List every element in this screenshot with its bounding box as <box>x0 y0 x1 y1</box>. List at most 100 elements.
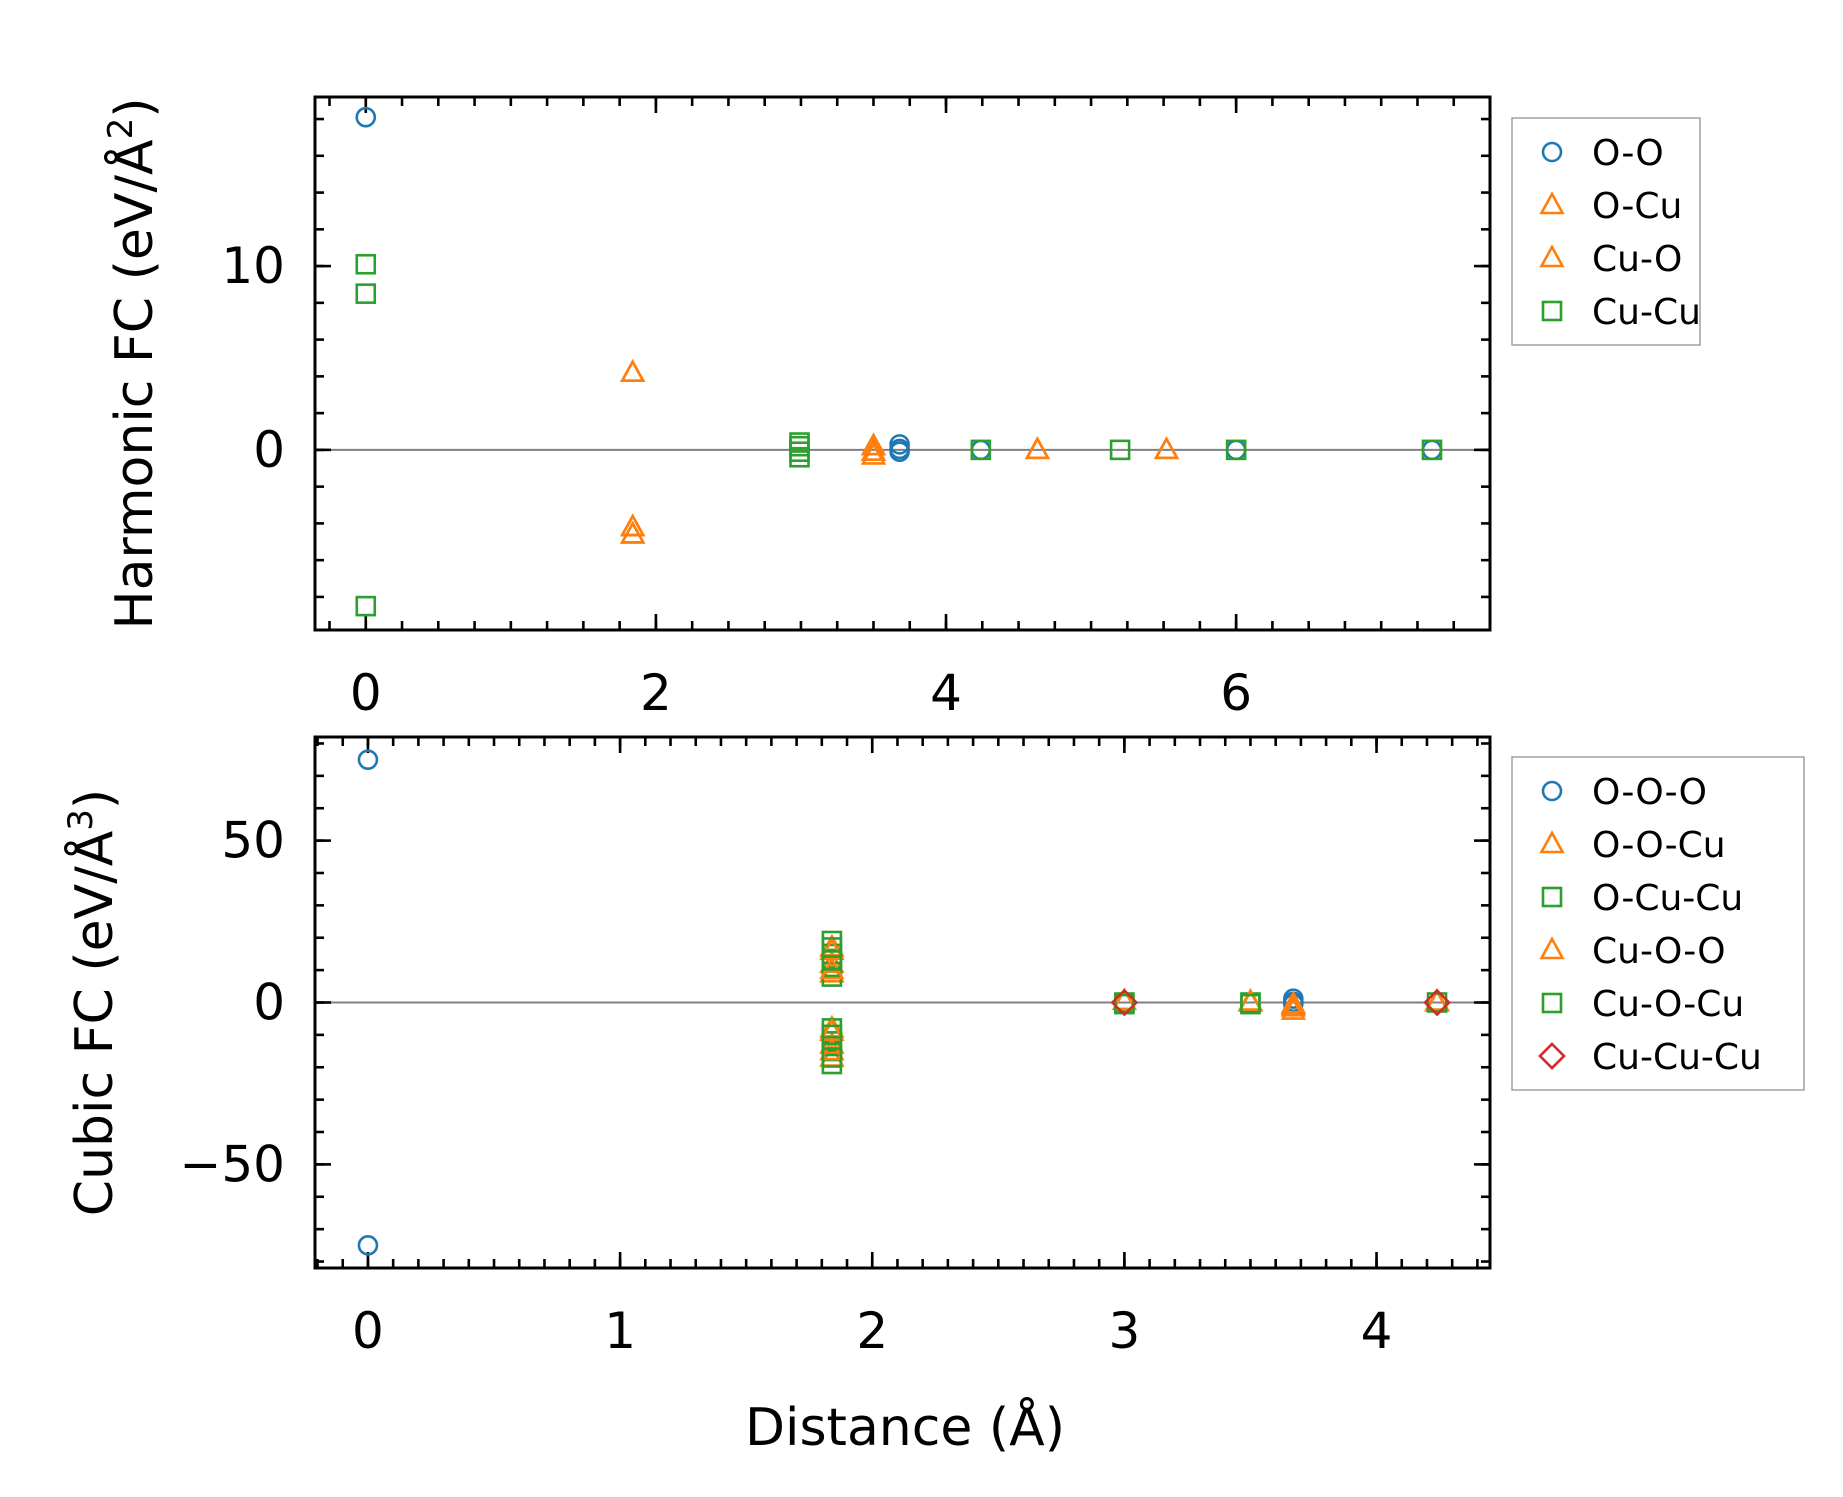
legend-label: Cu-Cu <box>1592 292 1701 333</box>
data-point <box>357 749 379 770</box>
x-tick-label: 4 <box>930 664 962 722</box>
cubic-fc-panel: 0 1 2 3 4 −50 0 50 Cubic FC (eV/Å3) Distance (Å) O… <box>61 735 1805 1458</box>
data-point <box>789 446 810 468</box>
data-point <box>889 441 910 463</box>
data-point <box>1424 987 1450 1011</box>
legend: O-O-O O-O-Cu O-Cu-Cu Cu-O-O Cu-O-Cu Cu-Cu-Cu <box>1511 756 1805 1091</box>
legend-marker <box>1539 191 1565 215</box>
legend-label: Cu-O-Cu <box>1592 984 1744 1025</box>
data-point <box>1421 439 1443 461</box>
legend-label: O-O <box>1592 133 1664 174</box>
legend-item: O-O-O <box>1541 772 1707 813</box>
legend-item: O-Cu <box>1539 186 1682 227</box>
y-axis-label-close: ) <box>65 789 125 809</box>
data-point <box>1237 987 1264 1011</box>
data-point <box>821 1024 843 1046</box>
data-point <box>1024 436 1051 460</box>
legend-label: Cu-Cu-Cu <box>1592 1037 1762 1078</box>
x-tick-label: 2 <box>640 664 672 722</box>
y-tick-label: 10 <box>221 237 285 295</box>
data-point <box>355 253 377 275</box>
x-tick-label: 1 <box>604 1302 636 1360</box>
legend-item: Cu-O-Cu <box>1541 984 1744 1025</box>
legend-label: O-Cu-Cu <box>1592 878 1743 919</box>
series-cu-cu <box>355 253 1443 617</box>
data-point <box>1153 436 1180 460</box>
legend-item: Cu-Cu <box>1541 292 1701 333</box>
data-point <box>1024 436 1051 460</box>
legend: O-O O-Cu Cu-O Cu-Cu <box>1511 117 1701 346</box>
y-axis-label-main: Harmonic FC (eV/Å <box>103 139 165 630</box>
legend-marker <box>1541 141 1563 163</box>
legend-label: Cu-O <box>1592 239 1682 280</box>
data-point <box>1426 992 1448 1013</box>
legend-item: O-Cu-Cu <box>1541 878 1743 919</box>
data-point <box>821 937 843 958</box>
y-axis-label-close: ) <box>105 97 165 117</box>
legend-marker <box>1541 780 1563 802</box>
x-axis-label: Distance (Å) <box>745 1396 1065 1458</box>
legend-item: O-O <box>1541 133 1664 174</box>
data-point <box>970 439 992 461</box>
data-point <box>1280 996 1307 1020</box>
y-tick-label: 0 <box>253 974 285 1032</box>
data-point <box>1110 988 1139 1017</box>
ticks <box>315 97 1492 630</box>
x-tick-label: 6 <box>1220 664 1252 722</box>
legend-item: Cu-O-O <box>1539 931 1726 972</box>
x-tick-label: 3 <box>1108 1302 1140 1360</box>
x-tick-label: 0 <box>350 664 382 722</box>
y-tick-label: 50 <box>221 812 285 870</box>
x-tick-label: 0 <box>352 1302 384 1360</box>
data-point <box>357 1235 379 1256</box>
legend-marker <box>1541 886 1563 908</box>
data-point <box>619 520 646 544</box>
data-point <box>1111 987 1138 1011</box>
legend-item: Cu-O <box>1539 239 1682 280</box>
legend-marker <box>1541 992 1563 1014</box>
data-point <box>619 359 646 382</box>
data-point <box>1109 439 1131 461</box>
data-points <box>355 106 1443 617</box>
x-tick-label: 2 <box>856 1302 888 1360</box>
plot-frame <box>313 735 1492 1270</box>
series-cu-o-cu <box>821 937 1448 1068</box>
data-point <box>355 595 377 617</box>
data-point <box>619 513 646 537</box>
data-point <box>821 1047 843 1068</box>
legend-label: O-Cu <box>1592 186 1682 227</box>
data-point <box>1240 993 1261 1015</box>
legend-marker <box>1539 830 1565 854</box>
legend-marker <box>1539 244 1565 268</box>
legend-marker <box>1539 936 1565 960</box>
series-cu-o <box>619 359 1180 544</box>
data-point <box>819 959 845 983</box>
legend-marker <box>1538 1042 1566 1070</box>
legend-label: O-O-O <box>1592 772 1707 813</box>
data-point <box>355 283 377 304</box>
y-tick-label: −50 <box>179 1135 285 1193</box>
data-point <box>1153 436 1180 460</box>
data-point <box>860 438 887 462</box>
series-o-o <box>355 106 1443 463</box>
legend-item: O-O-Cu <box>1539 825 1726 866</box>
data-points <box>357 749 1451 1256</box>
y-axis-label: Harmonic FC (eV/Å2) <box>101 97 165 629</box>
data-point <box>1423 988 1451 1017</box>
data-point <box>1280 992 1307 1016</box>
y-axis-label-superscript: 2 <box>101 118 141 140</box>
legend-item: Cu-Cu-Cu <box>1538 1037 1762 1078</box>
legend-frame <box>1511 756 1805 1091</box>
series-o-cu <box>619 359 1180 544</box>
plot-frame <box>313 95 1492 632</box>
data-point <box>821 950 843 971</box>
x-tick-label: 4 <box>1361 1302 1393 1360</box>
legend-label: Cu-O-O <box>1592 931 1726 972</box>
y-axis-label-superscript: 3 <box>61 809 101 831</box>
y-axis-label: Cubic FC (eV/Å3) <box>61 789 125 1216</box>
legend-marker <box>1541 300 1563 322</box>
data-point <box>1225 439 1247 461</box>
series-cu-cu-cu <box>1110 988 1451 1017</box>
